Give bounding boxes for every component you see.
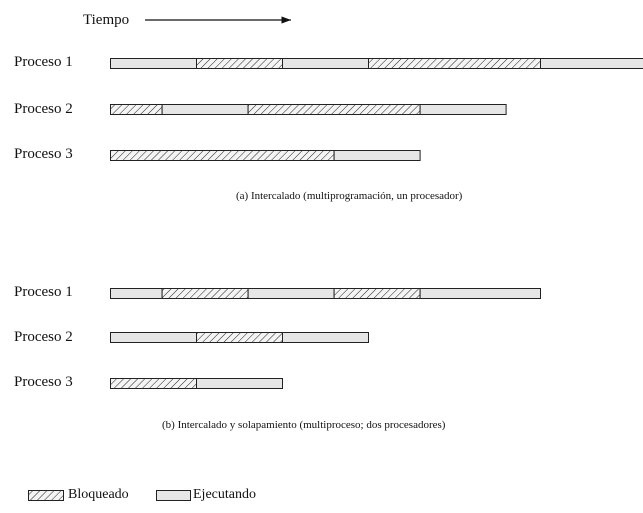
panel-a-process-3-blocked-segment: [110, 150, 335, 161]
timeline-bars: [110, 58, 643, 389]
panel-a-process-3-label: Proceso 3: [14, 146, 73, 162]
panel-a-process-1-running-segment: [110, 58, 197, 69]
panel-a-process-1-running-segment: [540, 58, 643, 69]
legend-running-label: Ejecutando: [193, 487, 256, 502]
panel-a-process-3-running-segment: [333, 150, 421, 161]
legend-blocked-swatch: [28, 490, 64, 501]
panel-b-process-2-running-segment: [282, 332, 369, 343]
panel-b-process-2-blocked-segment: [196, 332, 283, 343]
panel-a-process-1-blocked-segment: [196, 58, 283, 69]
panel-a-process-1-label: Proceso 1: [14, 54, 73, 70]
panel-b-process-1-running-segment: [247, 288, 335, 299]
panel-a-process-1-running-segment: [282, 58, 369, 69]
panel-b-process-2-running-segment: [110, 332, 197, 343]
panel-b-process-2-label: Proceso 2: [14, 329, 73, 345]
panel-b-process-1-label: Proceso 1: [14, 284, 73, 300]
panel-a-process-1-blocked-segment: [368, 58, 541, 69]
panel-a-process-2-blocked-segment: [247, 104, 421, 115]
panel-b-process-1-blocked-segment: [161, 288, 249, 299]
panel-a-caption: (a) Intercalado (multiprogramación, un p…: [236, 190, 463, 202]
legend-running-swatch: [156, 490, 191, 501]
panel-b-process-3-label: Proceso 3: [14, 374, 73, 390]
panel-a-process-2-label: Proceso 2: [14, 101, 73, 117]
panel-a-process-2-blocked-segment: [110, 104, 163, 115]
panel-b-process-1-blocked-segment: [333, 288, 421, 299]
panel-a-process-2-running-segment: [419, 104, 507, 115]
panel-b-process-3-running-segment: [196, 378, 283, 389]
panel-b-process-1-running-segment: [110, 288, 163, 299]
panel-a-process-2-running-segment: [161, 104, 249, 115]
legend-blocked-label: Bloqueado: [68, 487, 129, 502]
panel-b-process-1-running-segment: [419, 288, 542, 299]
panel-b-process-3-blocked-segment: [110, 378, 197, 389]
time-label: Tiempo: [83, 12, 130, 28]
panel-b-caption: (b) Intercalado y solapamiento (multipro…: [162, 419, 446, 431]
